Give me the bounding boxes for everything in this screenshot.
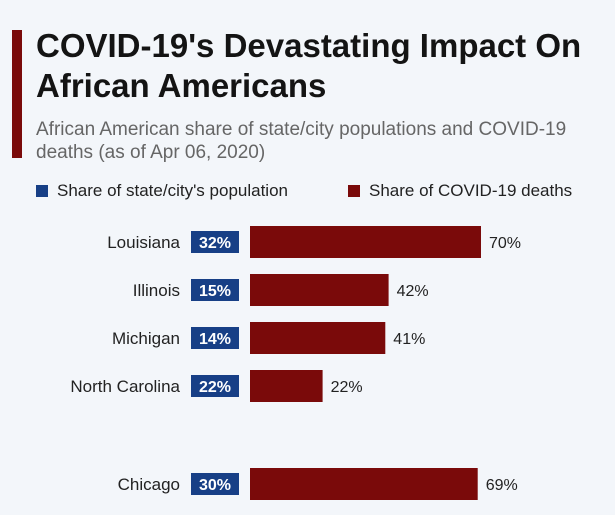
legend-population: Share of state/city's population bbox=[36, 181, 288, 201]
population-box-chicago bbox=[191, 473, 239, 495]
legend-deaths-label: Share of COVID-19 deaths bbox=[369, 181, 573, 200]
chart-title: COVID-19's Devastating Impact On African… bbox=[36, 27, 582, 104]
category-label-louisiana: Louisiana bbox=[107, 233, 180, 252]
deaths-label-louisiana: 70% bbox=[489, 235, 521, 252]
title-accent-bar bbox=[12, 30, 22, 158]
deaths-bar-illinois bbox=[250, 274, 389, 306]
population-label-chicago: 30% bbox=[199, 477, 231, 494]
category-label-chicago: Chicago bbox=[118, 475, 180, 494]
deaths-bar-north-carolina bbox=[250, 370, 323, 402]
legend-population-label: Share of state/city's population bbox=[57, 181, 288, 200]
population-box-north-carolina bbox=[191, 375, 239, 397]
deaths-label-chicago: 69% bbox=[486, 477, 518, 494]
deaths-bar-chicago bbox=[250, 468, 478, 500]
chart-subtitle: African American share of state/city pop… bbox=[36, 119, 567, 163]
category-label-illinois: Illinois bbox=[133, 281, 180, 300]
deaths-label-illinois: 42% bbox=[397, 283, 429, 300]
population-label-illinois: 15% bbox=[199, 283, 231, 300]
deaths-bar-louisiana bbox=[250, 226, 481, 258]
legend-deaths-swatch bbox=[348, 185, 360, 197]
deaths-label-michigan: 41% bbox=[393, 331, 425, 348]
population-label-michigan: 14% bbox=[199, 331, 231, 348]
population-box-illinois bbox=[191, 279, 239, 301]
deaths-label-north-carolina: 22% bbox=[331, 379, 363, 396]
population-box-michigan bbox=[191, 327, 239, 349]
category-label-north-carolina: North Carolina bbox=[70, 377, 180, 396]
legend-population-swatch bbox=[36, 185, 48, 197]
population-box-louisiana bbox=[191, 231, 239, 253]
population-label-north-carolina: 22% bbox=[199, 379, 231, 396]
deaths-bar-michigan bbox=[250, 322, 386, 354]
category-label-michigan: Michigan bbox=[112, 329, 180, 348]
legend-deaths: Share of COVID-19 deaths bbox=[348, 181, 572, 201]
population-label-louisiana: 32% bbox=[199, 235, 231, 252]
